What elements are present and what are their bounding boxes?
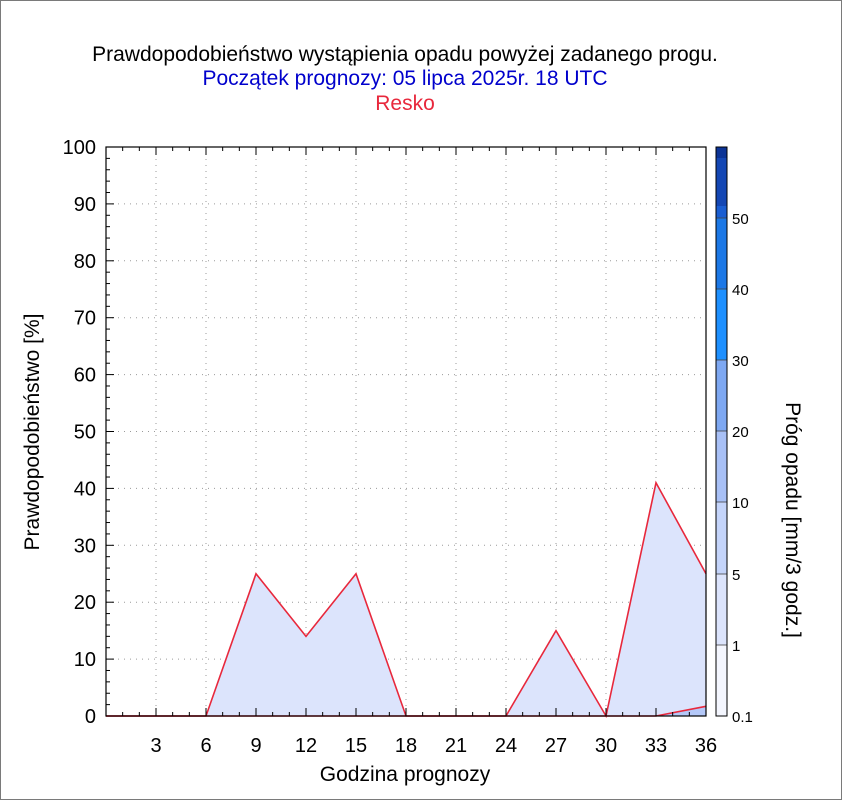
x-tick-label: 27 — [545, 735, 567, 757]
y-tick-label: 40 — [74, 478, 96, 500]
colorbar-level-label: 1 — [732, 638, 740, 655]
colorbar-level-label: 5 — [732, 567, 740, 584]
axis-ticks — [106, 147, 690, 716]
x-tick-label: 9 — [250, 735, 261, 757]
y-tick-label: 20 — [74, 592, 96, 614]
y-tick-label: 70 — [74, 308, 96, 330]
colorbar-level-label: 40 — [732, 282, 749, 299]
x-tick-label: 33 — [645, 735, 667, 757]
colorbar-segment — [716, 574, 727, 645]
y-tick-label: 80 — [74, 251, 96, 273]
x-tick-label: 21 — [445, 735, 467, 757]
colorbar-segment — [716, 502, 727, 574]
y-tick-label: 0 — [85, 706, 96, 728]
colorbar-level-label: 20 — [732, 424, 749, 441]
y-tick-label: 10 — [74, 649, 96, 671]
colorbar — [716, 147, 727, 717]
colorbar-segment — [716, 158, 727, 206]
area-threshold-0.1 — [106, 482, 706, 716]
colorbar-labels: 0.1 1 5 10 20 30 40 50 — [732, 211, 753, 726]
colorbar-level-label: 50 — [732, 211, 749, 228]
y-tick-label: 30 — [74, 535, 96, 557]
colorbar-segment — [716, 645, 727, 716]
y-tick-label: 60 — [74, 365, 96, 387]
grid — [106, 147, 706, 716]
colorbar-title: Próg opadu [mm/3 godz.] — [781, 402, 804, 638]
colorbar-level-label: 0.1 — [732, 709, 753, 726]
y-tick-label: 100 — [63, 137, 96, 159]
chart-title: Prawdopodobieństwo wystąpienia opadu pow… — [92, 43, 718, 66]
colorbar-segment — [716, 289, 727, 360]
x-tick-label: 36 — [695, 735, 717, 757]
y-tick-label: 50 — [74, 422, 96, 444]
x-tick-label: 12 — [295, 735, 317, 757]
colorbar-level-label: 30 — [732, 353, 749, 370]
y-tick-labels: 0 10 20 30 40 50 60 70 80 90 100 — [63, 137, 96, 728]
colorbar-border — [715, 146, 728, 717]
x-tick-labels: 3 6 9 12 15 18 21 24 27 30 33 36 — [150, 735, 717, 757]
colorbar-segment — [716, 218, 727, 289]
x-tick-label: 30 — [595, 735, 617, 757]
x-tick-label: 15 — [345, 735, 367, 757]
y-axis-label: Prawdopodobieństwo [%] — [21, 314, 44, 551]
x-axis-label: Godzina prognozy — [320, 763, 491, 786]
colorbar-level-label: 10 — [732, 495, 749, 512]
chart-subtitle: Początek prognozy: 05 lipca 2025r. 18 UT… — [202, 67, 607, 90]
colorbar-segment — [716, 206, 727, 218]
y-tick-label: 90 — [74, 194, 96, 216]
colorbar-segment — [716, 147, 727, 158]
x-tick-label: 6 — [200, 735, 211, 757]
colorbar-segment — [716, 360, 727, 431]
x-tick-label: 18 — [395, 735, 417, 757]
x-tick-label: 3 — [150, 735, 161, 757]
chart-location: Resko — [375, 92, 435, 115]
x-tick-label: 24 — [495, 735, 517, 757]
plot-border — [105, 146, 707, 717]
colorbar-segment — [716, 431, 727, 502]
